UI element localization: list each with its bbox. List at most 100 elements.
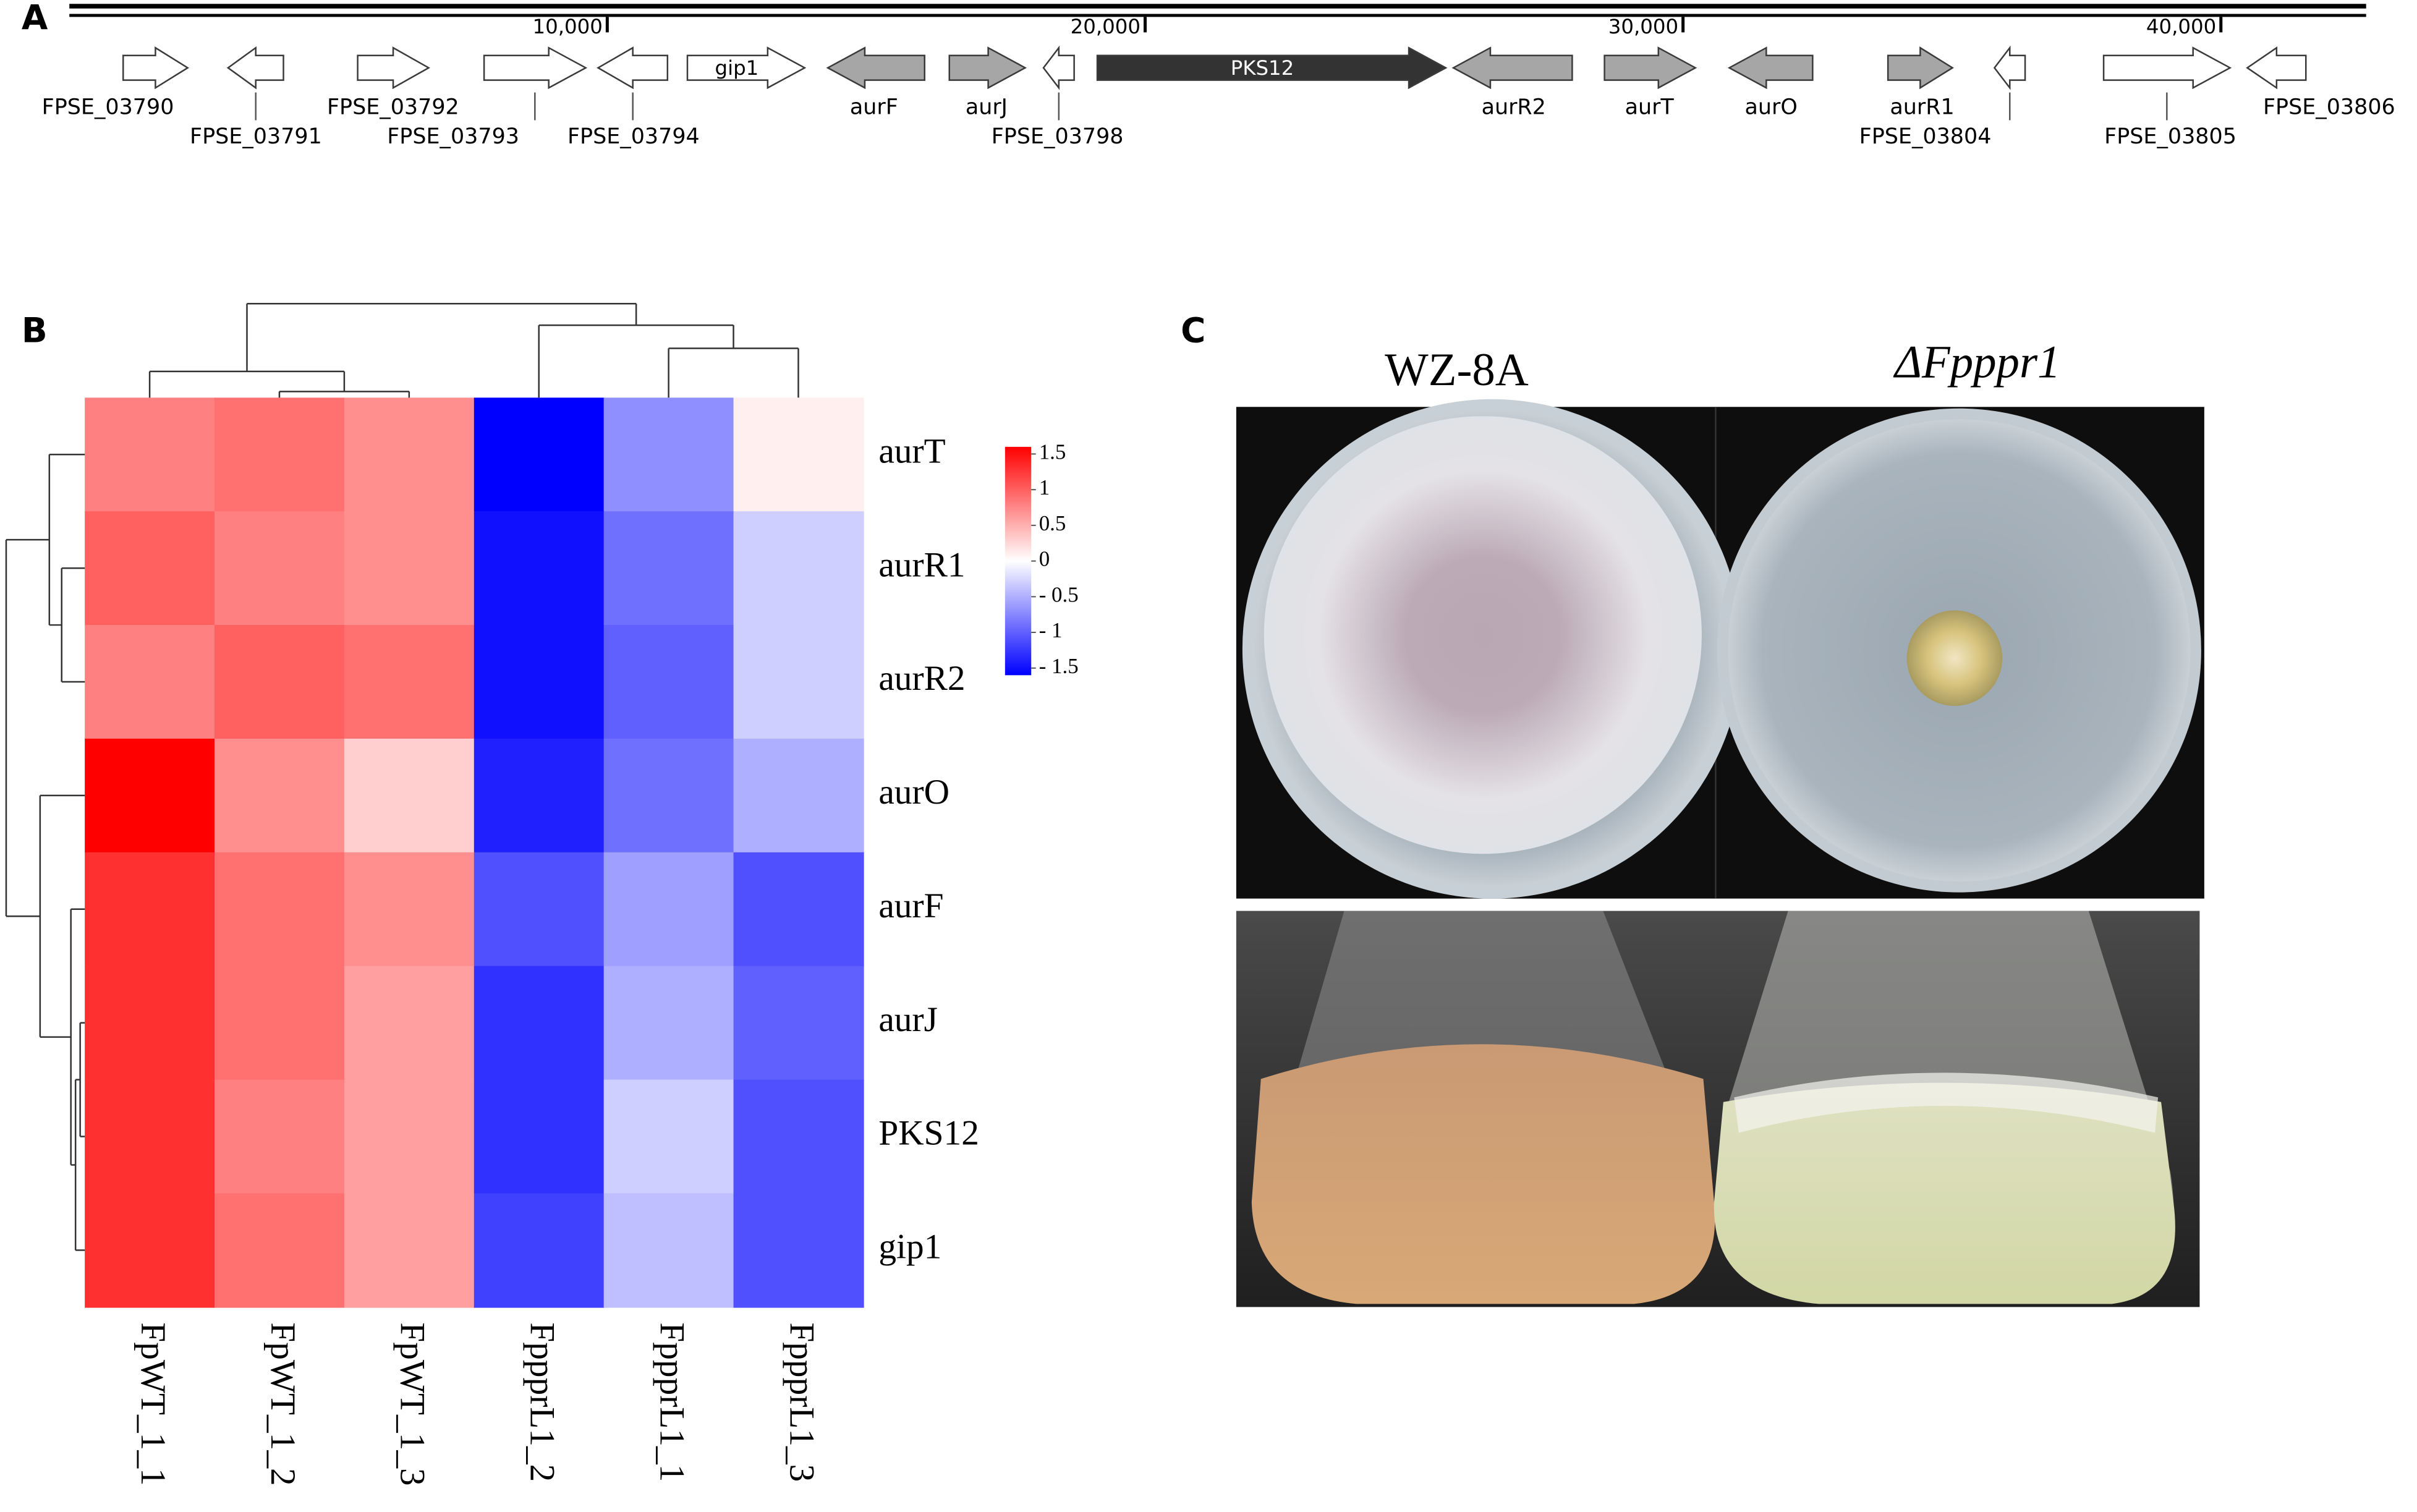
heatmap-cell [603,852,734,967]
heatmap-cell [733,966,864,1081]
heatmap-cell [603,1079,734,1194]
gene-label: PKS12 [1231,56,1294,80]
photo-title: ΔFpppr1 [1893,337,2060,388]
flask-liquid [1714,1082,2175,1304]
heatmap-cell [603,966,734,1081]
heatmap-cell [215,852,346,967]
row-label: aurR2 [878,659,965,698]
gene-arrow [826,46,925,90]
panel-label: C [1181,311,1205,350]
row-label: aurF [878,886,943,925]
gene-arrow [1096,46,1448,90]
x-tick-label: 10,000 [532,15,602,38]
heatmap-cell [344,511,475,626]
colorbar-tick-label: 0 [1039,547,1050,571]
colorbar [1005,446,1032,676]
heatmap-cell [733,511,864,626]
gene-arrow [1042,45,1075,90]
heatmap-cell [215,1079,346,1194]
column-label: FpWT_1_2 [263,1322,302,1485]
gene-arrow [483,46,588,90]
x-tick-label: 40,000 [2146,15,2216,38]
heatmap-cell [603,397,734,512]
gene-arrow [122,46,190,90]
flask-foam [1734,1072,2159,1133]
heatmap-cell [474,1193,605,1308]
heatmap-cell [474,511,605,626]
gene-arrow [1993,45,2026,90]
gene-arrow [597,46,669,90]
heatmap-cell [603,511,734,626]
column-label: FppprL1_3 [782,1322,821,1482]
gene-arrow [948,46,1027,90]
heatmap-cell [215,397,346,512]
colorbar-tick-label: 0.5 [1039,511,1066,535]
gene-arrow [1451,46,1573,90]
gene-label: aurO [1745,95,1798,120]
heatmap-cell [733,1079,864,1194]
gene-label: FPSE_03793 [387,124,519,149]
x-tick-label: 30,000 [1608,15,1678,38]
heatmap-cell [85,511,216,626]
column-label: FppprL1_1 [652,1322,691,1482]
gene-label: FPSE_03791 [190,124,322,149]
gene-arrow [1887,46,1954,90]
colorbar-tick-label: 1 [1039,475,1050,499]
row-label: aurO [878,773,949,812]
drawing-layer: A B C 10,000 20,000 30,000 40,000 FPSE_03790 FPS… [5,0,2395,1486]
heatmap-cell [344,1079,475,1194]
row-label: aurR1 [878,545,965,584]
panel-label: A [22,0,48,38]
colorbar-tick-label: - 1.5 [1039,654,1079,678]
gene-label: aurT [1625,95,1675,120]
gene-label: aurF [850,95,898,120]
gene-arrow [2246,46,2307,90]
gene-label: aurR2 [1482,95,1546,120]
heatmap-cell [85,397,216,512]
heatmap-cell [474,852,605,967]
heatmap-cell [215,738,346,854]
heatmap-cell [344,738,475,854]
heatmap-cell [85,1079,216,1194]
heatmap-cell [215,966,346,1081]
flask-liquid [1251,1044,1715,1304]
photo-title: WZ-8A [1385,344,1529,396]
gene-arrow [226,46,284,90]
heatmap-cell [603,738,734,854]
heatmap-cell [344,966,475,1081]
heatmap-cell [344,1193,475,1308]
gene-arrow [357,46,431,90]
column-label: FpWT_1_1 [134,1322,172,1485]
gene-label: aurR1 [1890,95,1954,120]
x-tick-label: 20,000 [1071,15,1141,38]
gene-arrow [2102,46,2232,90]
heatmap-cell [85,852,216,967]
heatmap-cell [603,625,734,740]
heatmap-cell [215,1193,346,1308]
heatmap-cell [474,966,605,1081]
column-label: FppprL1_2 [523,1322,562,1482]
gene-label: FPSE_03805 [2104,124,2236,149]
panel-label: B [22,311,48,350]
heatmap-cell [85,625,216,740]
gene-label: gip1 [715,56,759,80]
gene-label: aurJ [966,95,1008,120]
row-label: aurJ [878,1000,938,1039]
heatmap-cell [215,511,346,626]
colorbar-tick-label: - 0.5 [1039,582,1079,606]
fungal-colony [1906,610,2003,706]
heatmap-cell [603,1193,734,1308]
gene-label: FPSE_03804 [1859,124,1992,149]
column-label: FpWT_1_3 [393,1322,432,1485]
heatmap-cell [474,625,605,740]
heatmap-cell [733,625,864,740]
heatmap-cell [85,966,216,1081]
fungal-colony [1264,416,1702,854]
colorbar-tick-label: 1.5 [1039,440,1066,464]
heatmap-cell [344,625,475,740]
gene-arrow [1604,46,1697,90]
gene-arrow [686,46,807,90]
gene-label: FPSE_03806 [2263,95,2395,120]
heatmap-cell [474,1079,605,1194]
